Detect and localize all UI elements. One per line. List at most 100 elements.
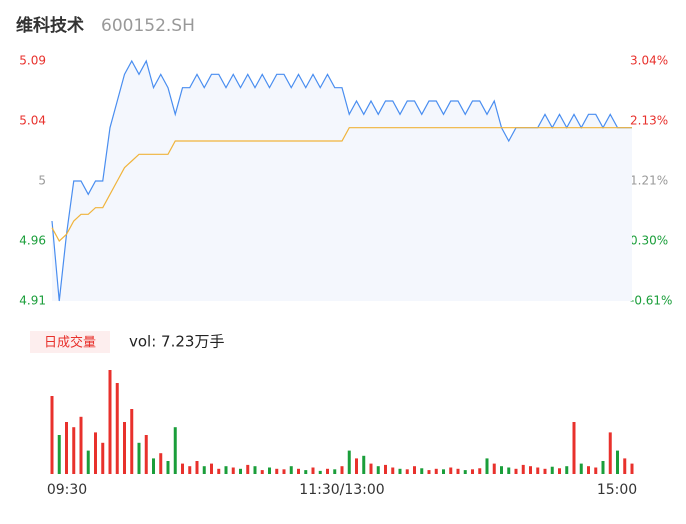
volume-bar [173,427,177,474]
volume-bar [289,466,293,474]
volume-bar [159,453,163,474]
y2-tick-label: 0.30% [630,233,668,247]
volume-tag [30,331,110,353]
volume-bar [275,468,279,474]
volume-bar [210,463,213,474]
volume-bar [536,467,540,474]
volume-bar [195,461,199,474]
y-tick-label: 5.04 [19,114,46,128]
volume-bar [449,467,453,474]
volume-bar [282,469,286,474]
volume-bar [144,435,148,474]
stock-name: 维科技术 [16,15,84,36]
volume-bar [391,467,395,474]
volume-bar [115,383,119,474]
volume-bar [485,458,489,474]
volume-bar [558,468,561,474]
volume-bar [376,466,380,474]
y2-tick-label: 1.21% [630,174,668,188]
volume-bar [456,468,460,474]
volume-bar [623,458,627,474]
x-tick-label: 15:00 [597,482,637,498]
volume-bar [579,463,583,474]
volume-bar [420,468,424,474]
volume-bar [572,422,576,474]
volume-bar [50,396,54,474]
volume-bar [224,466,228,474]
volume-bar [587,466,590,474]
volume-bar [311,467,315,474]
volume-bar [601,461,605,474]
volume-bar [72,427,76,474]
volume-bar [79,416,83,474]
volume-bar [152,458,155,474]
volume-bar [529,466,532,474]
volume-bar [260,470,264,474]
volume-bar [434,468,438,474]
volume-bar [514,468,518,474]
volume-bar [202,466,206,474]
volume-bar [166,461,170,474]
volume-bar [362,455,366,474]
volume-bar [369,463,373,474]
volume-bar [253,466,257,474]
volume-bar [137,442,141,474]
volume-bar [101,442,105,474]
volume-bar [427,470,431,474]
y2-tick-label: 2.13% [630,114,668,128]
volume-label: 日成交量 [44,335,96,351]
volume-bar [297,468,300,474]
volume-bar [86,450,90,474]
volume-bar [347,450,351,474]
volume-bar [616,450,619,474]
volume-bar [130,409,134,474]
price-area [52,61,632,301]
volume-bar [384,464,387,474]
volume-bar [326,468,329,474]
volume-bar [398,468,402,474]
volume-bar [405,469,409,474]
y-tick-label: 4.91 [19,294,46,308]
volume-bar [304,470,308,474]
y-tick-label: 5.09 [19,54,46,68]
volume-bar [521,464,525,474]
y2-tick-label: -0.61% [630,294,672,308]
volume-bar [550,466,554,474]
volume-bar [507,467,511,474]
volume-bar [318,470,322,474]
volume-bar [239,468,242,474]
volume-bar [108,370,112,474]
volume-bar [463,470,467,474]
volume-text: vol: 7.23万手 [129,333,224,351]
volume-bar [594,467,598,474]
x-tick-label: 11:30/13:00 [299,482,384,498]
volume-bar [94,432,97,474]
volume-bar [478,468,482,474]
volume-bar [500,466,503,474]
volume-bar [608,432,612,474]
volume-bar [543,468,547,474]
volume-bar [340,466,344,474]
volume-bar [57,435,61,474]
volume-bar [630,463,634,474]
volume-bar [355,458,358,474]
volume-bar [65,422,68,474]
y2-tick-label: 3.04% [630,54,668,68]
volume-bar [471,469,474,474]
volume-bar [231,467,235,474]
volume-bar [413,466,416,474]
volume-bar [246,464,250,474]
volume-bar [217,468,221,474]
volume-bar [333,469,337,474]
volume-bar [268,467,271,474]
volume-bar [442,469,445,474]
y-tick-label: 5 [38,174,46,188]
volume-bar [565,466,569,474]
average-line [51,127,632,242]
x-tick-label: 09:30 [47,482,87,498]
stock-code: 600152.SH [101,16,195,36]
volume-bar [123,422,126,474]
volume-bar [492,463,496,474]
volume-bar [188,466,192,474]
